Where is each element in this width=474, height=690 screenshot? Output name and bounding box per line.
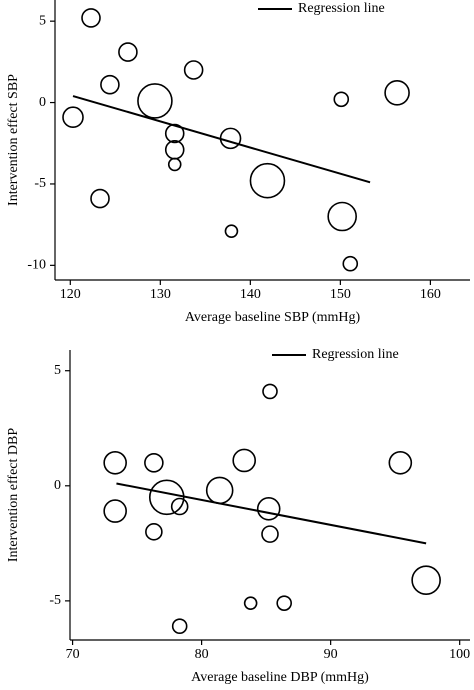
- bubble: [145, 523, 163, 541]
- bubble: [81, 8, 101, 28]
- bubble: [219, 127, 242, 150]
- x-tick-label: 130: [150, 287, 171, 302]
- bubble: [100, 74, 120, 95]
- bubble: [164, 123, 185, 144]
- legend-label: Regression line: [298, 1, 385, 16]
- bubble: [62, 106, 84, 129]
- bubble: [388, 450, 413, 475]
- bubble: [333, 91, 350, 108]
- bubble: [262, 383, 278, 400]
- y-tick-label: 0: [39, 95, 46, 110]
- regression-line: [116, 482, 427, 545]
- bubble: [224, 224, 239, 238]
- y-axis-label: Intervention effect DBP: [6, 428, 21, 562]
- x-tick-label: 70: [66, 647, 80, 662]
- x-tick-label: 80: [195, 647, 209, 662]
- bubble: [171, 618, 188, 634]
- y-tick-label: 5: [39, 13, 46, 28]
- bubble: [232, 448, 256, 473]
- legend-label: Regression line: [312, 347, 399, 362]
- bubble: [144, 452, 164, 473]
- bubble: [256, 497, 281, 521]
- bubble: [103, 450, 127, 475]
- y-tick-label: -10: [27, 258, 46, 273]
- bubble: [411, 565, 441, 595]
- bubble: [205, 476, 234, 505]
- bubble: [183, 60, 204, 80]
- y-tick-label: 5: [54, 363, 61, 378]
- bubble: [384, 79, 410, 106]
- x-axis-label: Average baseline DBP (mmHg): [191, 670, 369, 685]
- x-tick-label: 140: [240, 287, 261, 302]
- x-axis-label: Average baseline SBP (mmHg): [185, 310, 361, 325]
- bubble: [118, 42, 138, 62]
- bubble: [148, 479, 185, 516]
- bubble: [342, 255, 359, 272]
- bubble: [164, 139, 185, 160]
- y-tick-label: -5: [34, 176, 46, 191]
- bubble: [243, 596, 258, 610]
- y-tick-label: 0: [54, 478, 61, 493]
- x-tick-label: 120: [60, 287, 81, 302]
- bubble: [90, 188, 110, 209]
- y-axis-label: Intervention effect SBP: [6, 74, 21, 206]
- x-tick-label: 90: [324, 647, 338, 662]
- bubble: [167, 157, 182, 172]
- bubble: [137, 83, 173, 119]
- x-tick-label: 100: [449, 647, 470, 662]
- bubble: [276, 595, 292, 611]
- bubble: [103, 499, 127, 523]
- regression-line: [72, 95, 371, 184]
- x-tick-label: 160: [420, 287, 441, 302]
- bubble: [261, 525, 279, 543]
- x-tick-label: 150: [330, 287, 351, 302]
- bubble: [170, 497, 189, 516]
- bubble: [327, 201, 357, 232]
- bubble: [249, 162, 286, 199]
- y-tick-label: -5: [49, 593, 61, 608]
